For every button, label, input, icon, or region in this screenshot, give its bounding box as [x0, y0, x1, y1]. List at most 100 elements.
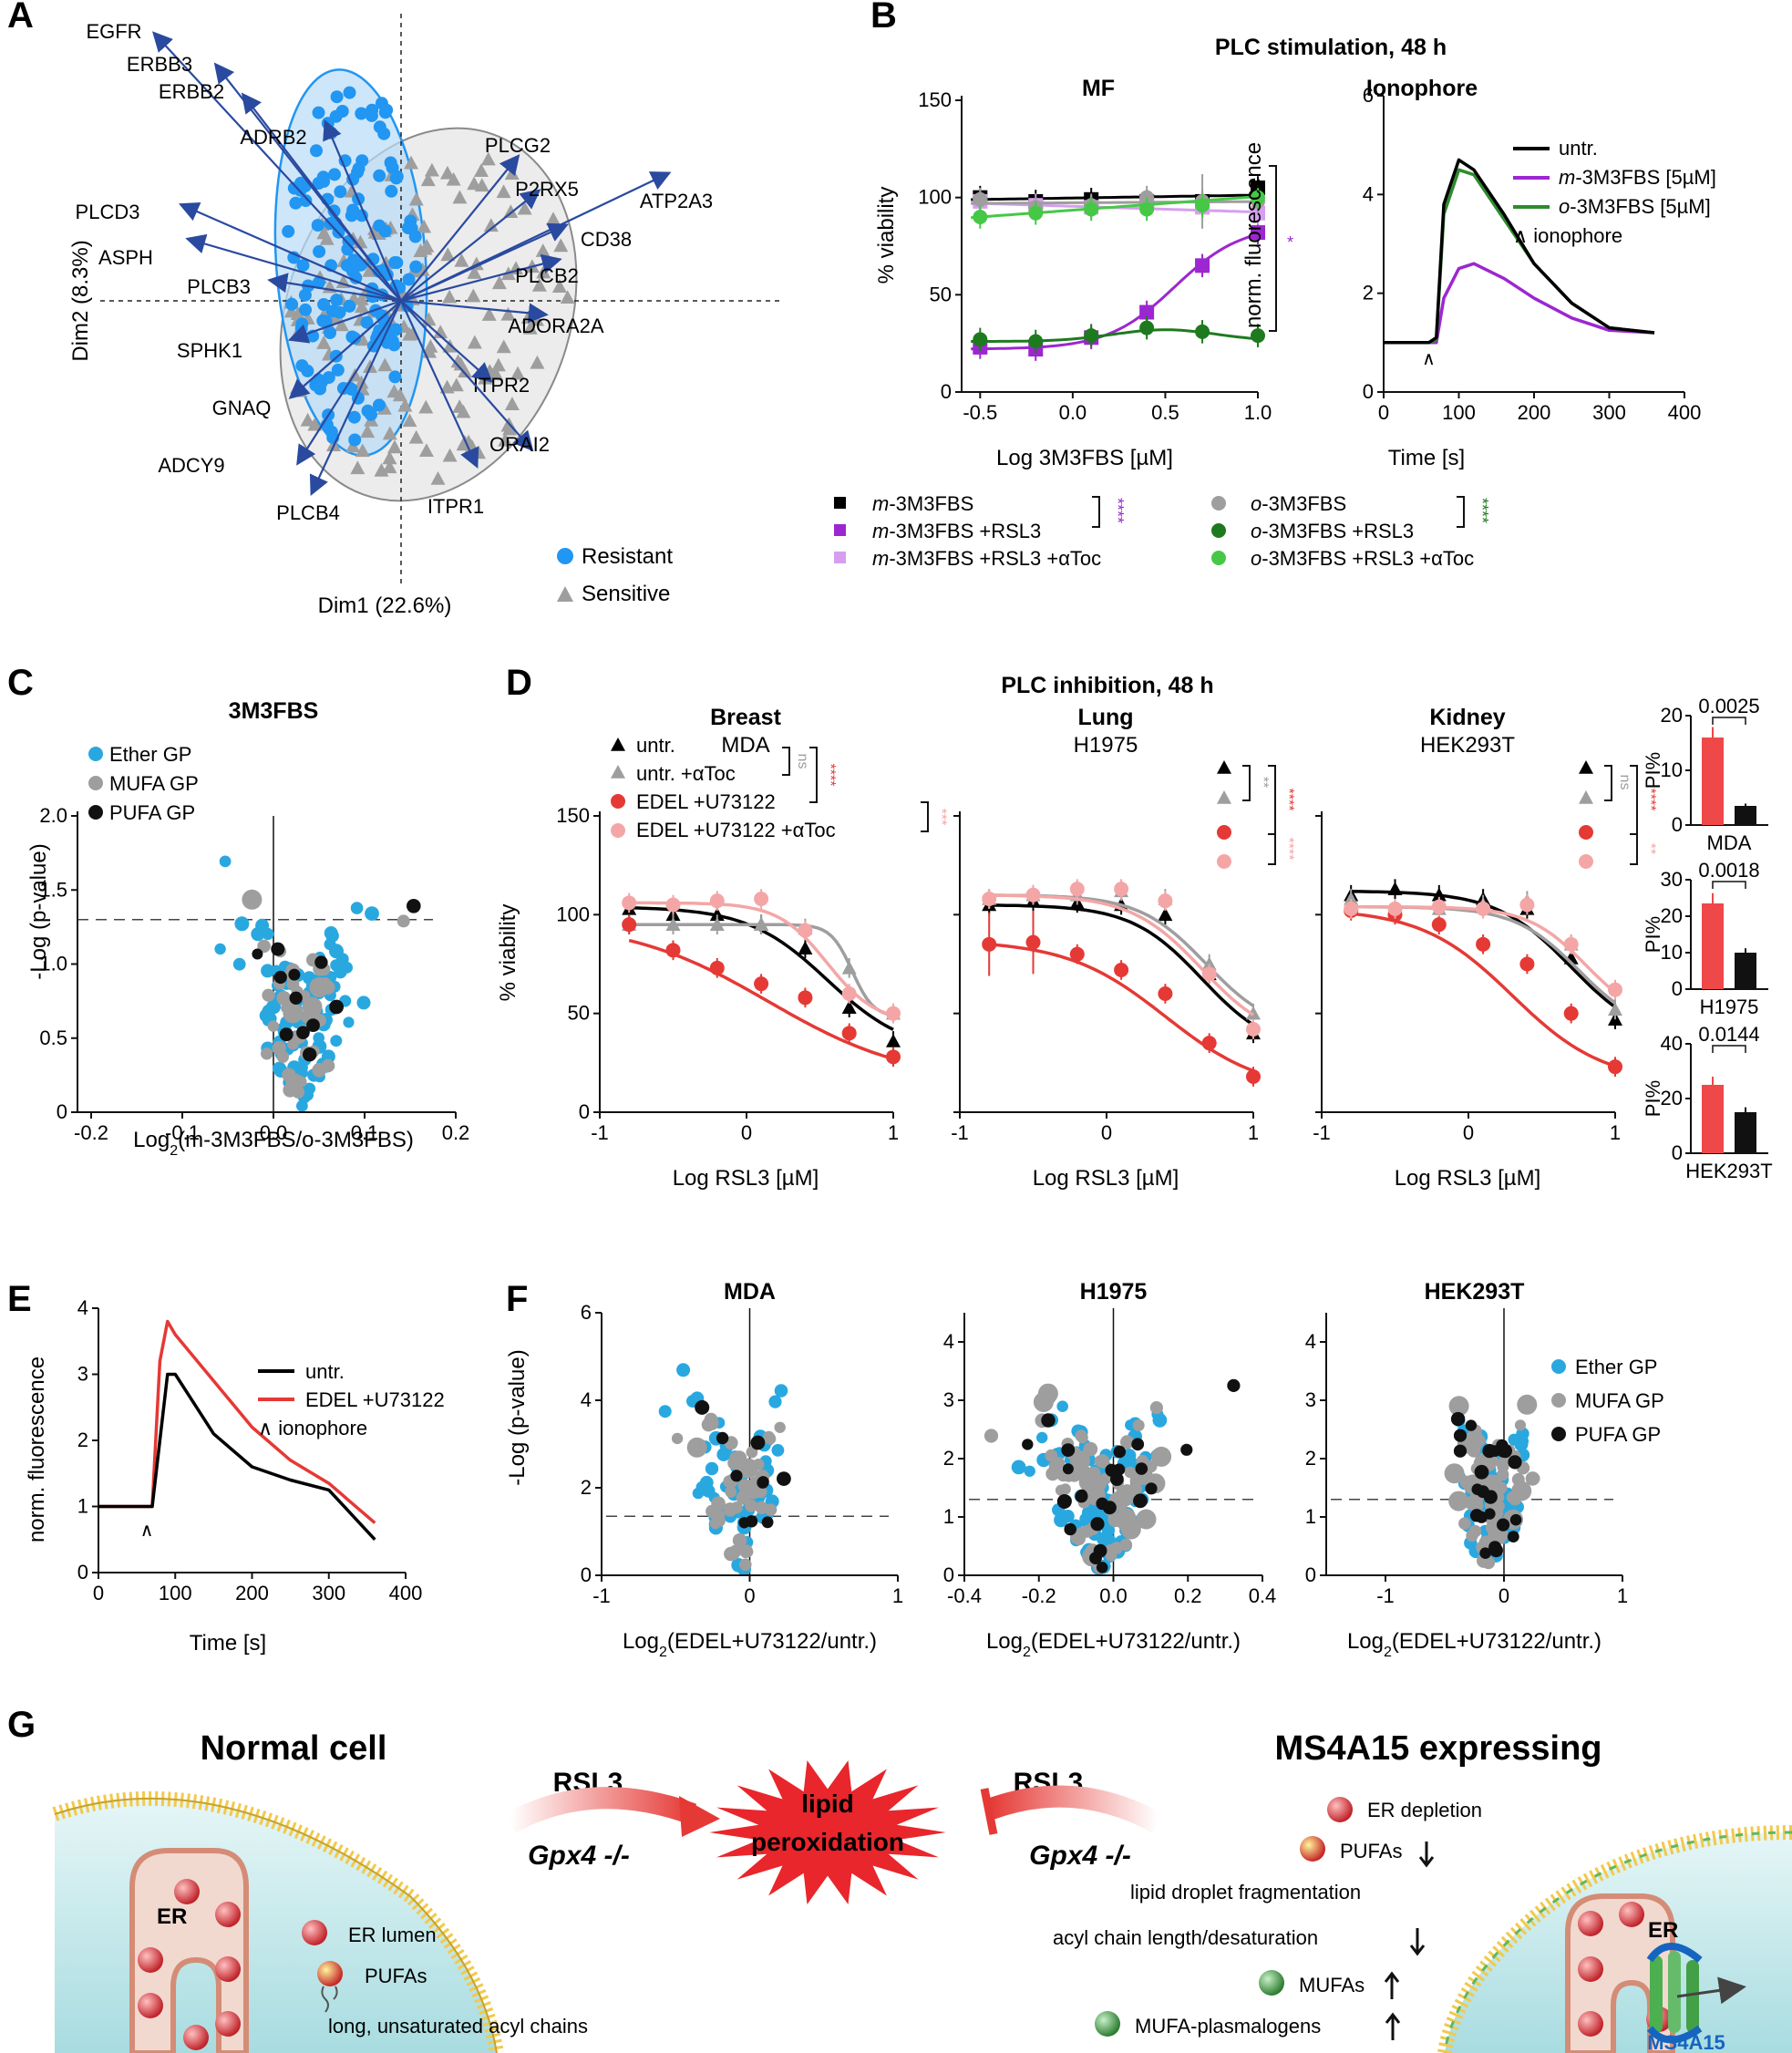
lipid-point [1022, 1439, 1034, 1450]
lipid-point [716, 1431, 729, 1445]
x-tick-label: 0.0 [1059, 401, 1087, 424]
bar-tick-label: 10 [1661, 941, 1683, 964]
cell-label: HEK293T [1420, 733, 1515, 758]
x-tick-label: -1 [1313, 1121, 1331, 1144]
lipid-point [671, 1432, 684, 1445]
lipid-point [1128, 1481, 1143, 1496]
sensitive-point [382, 459, 397, 474]
lipid-point [1507, 1531, 1519, 1542]
lipid-point [1076, 1431, 1088, 1444]
bar-p-value: 0.0018 [1698, 859, 1759, 882]
sig-label: *** [933, 809, 949, 826]
legend-resistant-label: Resistant [582, 544, 673, 569]
fit-line-3 [971, 200, 1259, 205]
acyl-down-arrow [1409, 1928, 1426, 1956]
lipid-point [761, 1516, 774, 1529]
lipid-point [350, 902, 364, 914]
data-point-circle [1114, 963, 1129, 977]
resistant-point [322, 371, 335, 385]
sensitive-point [530, 355, 545, 369]
lipid-point [1102, 1501, 1117, 1515]
legend-marker [1217, 790, 1231, 804]
panel-c-xlabel: Log2(m-3M3FBS/o-3M3FBS) [133, 1128, 414, 1159]
resistant-point [316, 170, 330, 184]
legend-marker [1217, 760, 1231, 774]
calcium-ion [174, 1879, 200, 1904]
legend-circle [1211, 551, 1226, 565]
resistant-point [355, 209, 368, 222]
sensitive-point [417, 219, 432, 233]
lipid-point [279, 1027, 294, 1042]
data-point-triangle [709, 917, 725, 931]
resistant-point [346, 172, 360, 186]
lipid-point [234, 916, 250, 932]
lipid-point [288, 968, 301, 981]
panel-b-left-ylabel: % viability [874, 187, 899, 284]
sensitive-point [560, 290, 575, 304]
lipid-point [1458, 1517, 1471, 1530]
data-point-circle [886, 1049, 901, 1065]
resistant-point [378, 106, 392, 119]
normal-er-label: ER [157, 1904, 187, 1929]
normal-er-calcium [138, 1879, 241, 2050]
trace-0 [98, 1372, 376, 1541]
data-point-circle [1476, 901, 1491, 916]
resistant-point [311, 219, 324, 232]
data-point-circle [982, 936, 997, 952]
vector-itpr1 [400, 300, 479, 469]
legend-dot [1551, 1393, 1566, 1408]
data-point-circle [1563, 1006, 1579, 1021]
lipid-point [1096, 1562, 1108, 1573]
lipid-point [1061, 1510, 1075, 1523]
lipid-point [334, 965, 347, 979]
lipid-point [739, 1558, 752, 1572]
lipid-point [252, 948, 263, 960]
xlabel-sub: 2 [1023, 1645, 1031, 1660]
vector-label-adrb2: ADRB2 [240, 126, 306, 149]
vector-adcy9 [296, 300, 402, 466]
calcium-ion [215, 1902, 241, 1927]
legend-marker [1217, 825, 1231, 840]
x-tick-label: 1 [892, 1584, 903, 1607]
fit-line-0 [971, 193, 1259, 201]
lipid-point [1459, 1475, 1473, 1489]
resistant-point [373, 120, 386, 134]
lipid-point [214, 943, 226, 955]
sensitive-point [442, 338, 458, 353]
x-tick-label: 0.2 [442, 1121, 470, 1144]
lipid-point [984, 1429, 999, 1443]
lipid-point [757, 1476, 769, 1489]
lipid-point [727, 1547, 740, 1561]
y-tick-label: 0 [581, 1563, 592, 1586]
resistant-point [313, 245, 326, 258]
data-point-circle [1251, 190, 1265, 205]
resistant-point [366, 103, 379, 117]
lipid-point [1036, 1431, 1048, 1444]
normal-item-acyl: long, unsaturated acyl chains [328, 2015, 588, 2038]
lipid-point [737, 1479, 752, 1493]
calcium-ion [215, 1956, 241, 1982]
resistant-point [294, 322, 308, 335]
sensitive-point [382, 450, 397, 465]
lipid-point [725, 1486, 737, 1498]
x-tick-label: 400 [1668, 401, 1702, 424]
data-point-circle [841, 986, 857, 1001]
data-point-circle [973, 210, 988, 224]
pi-bar-charts: 0 10 20 0.0025 MDA PI% 0 10 20 30 0.0018 H1975 PI% 0 2… [1642, 695, 1773, 1182]
pi-bar [1702, 1085, 1724, 1153]
legend-label-3: EDEL +U73122 +αToc [636, 819, 836, 841]
bar-ylabel: PI% [1642, 1080, 1664, 1117]
legend-italic: m [872, 547, 889, 570]
panel-e-ylabel: norm. fluorescence [25, 1357, 49, 1542]
x-tick-label: 0.0 [1099, 1584, 1128, 1607]
tissue-label: Breast [710, 705, 781, 730]
legend-text: ∧ ionophore [1513, 224, 1622, 247]
resistant-point [384, 156, 397, 170]
sig-bracket [1242, 765, 1251, 801]
legend-label-0: m-3M3FBS [872, 492, 973, 515]
resistant-point [285, 297, 299, 311]
sensitive-point [510, 366, 526, 380]
lipid-point [289, 991, 303, 1006]
legend-label-1: EDEL +U73122 [305, 1388, 445, 1411]
